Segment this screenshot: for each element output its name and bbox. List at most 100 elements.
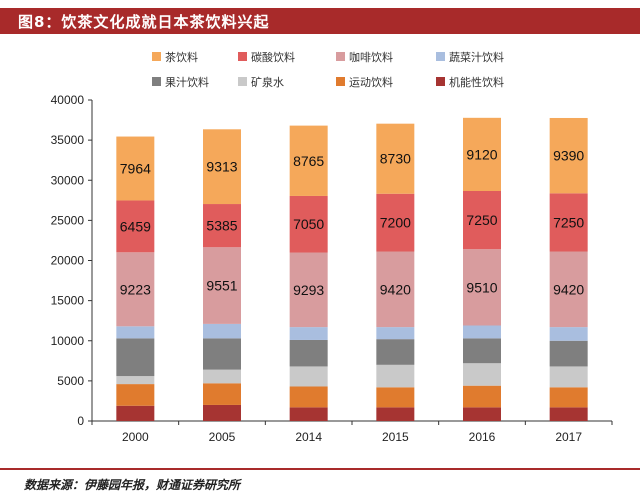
bar-segment <box>463 338 501 364</box>
legend-label: 运动饮料 <box>349 75 393 89</box>
data-label: 5385 <box>206 218 237 234</box>
data-label: 7250 <box>553 214 584 230</box>
bar-segment <box>549 340 588 367</box>
bar-segment <box>549 251 588 328</box>
y-tick-label: 20000 <box>51 254 85 268</box>
bar-segment <box>463 191 501 250</box>
bar-segment <box>463 385 501 408</box>
bar-segment <box>289 195 328 253</box>
data-label: 9551 <box>206 278 237 294</box>
bar-segment <box>549 327 588 341</box>
bar-segment <box>463 363 501 386</box>
bar-segment <box>203 204 241 248</box>
legend-label: 矿泉水 <box>251 75 284 89</box>
bar-segment <box>549 193 588 252</box>
bar-segment <box>549 117 588 194</box>
bar-segment <box>463 407 501 421</box>
bar-segment <box>203 369 241 384</box>
x-tick-label: 2016 <box>469 430 496 444</box>
bottom-rule <box>0 468 640 470</box>
data-label: 9120 <box>466 146 497 162</box>
data-label: 9223 <box>120 281 151 297</box>
bar-segment <box>289 252 328 328</box>
x-tick-label: 2015 <box>382 430 409 444</box>
figure-title: 图8：饮茶文化成就日本茶饮料兴起 <box>18 13 270 31</box>
legend-label: 机能性饮料 <box>449 75 504 89</box>
data-label: 9390 <box>553 148 584 164</box>
legend-swatch <box>436 77 445 86</box>
bar-segment <box>203 323 241 339</box>
legend-label: 碳酸饮料 <box>251 50 295 64</box>
bar-segment <box>376 364 415 388</box>
legend-swatch <box>152 52 161 61</box>
bar-segment <box>116 200 155 253</box>
data-label: 9293 <box>293 282 324 298</box>
bar-segment <box>463 117 501 192</box>
bar-segment <box>376 339 415 365</box>
data-label: 7050 <box>293 216 324 232</box>
bar-segment <box>289 366 328 387</box>
y-tick-label: 40000 <box>51 93 85 107</box>
bar-segment <box>289 125 328 196</box>
y-tick-label: 30000 <box>51 173 85 187</box>
legend-swatch <box>152 77 161 86</box>
y-tick-label: 0 <box>77 414 84 428</box>
x-tick-label: 2014 <box>295 430 322 444</box>
y-tick-label: 15000 <box>51 294 85 308</box>
bar-segment <box>116 136 155 201</box>
bar-segment <box>463 249 501 326</box>
data-label: 7250 <box>466 212 497 228</box>
bar-segment <box>376 251 415 328</box>
legend-swatch <box>238 52 247 61</box>
bar-segment <box>289 386 328 408</box>
figure-title-bar: 图8：饮茶文化成就日本茶饮料兴起 <box>0 8 640 34</box>
bar-segment <box>289 407 328 421</box>
legend-swatch <box>336 52 345 61</box>
bar-segment <box>203 383 241 405</box>
x-tick-label: 2017 <box>555 430 582 444</box>
bar-segment <box>203 404 241 421</box>
y-tick-label: 35000 <box>51 133 85 147</box>
data-label: 8765 <box>293 153 324 169</box>
legend-label: 茶饮料 <box>165 50 198 64</box>
x-tick-label: 2005 <box>209 430 236 444</box>
bar-segment <box>289 339 328 367</box>
bar-segment <box>203 338 241 370</box>
bar-segment <box>549 387 588 408</box>
y-tick-label: 25000 <box>51 213 85 227</box>
x-tick-label: 2000 <box>122 430 149 444</box>
y-tick-label: 10000 <box>51 334 85 348</box>
bar-segment <box>116 252 155 327</box>
data-label: 9313 <box>206 159 237 175</box>
legend-label: 果汁饮料 <box>165 75 209 89</box>
bar-segment <box>116 326 155 339</box>
bar-segment <box>289 327 328 340</box>
bar-segment <box>203 129 241 205</box>
bar-segment <box>549 407 588 421</box>
data-label: 9510 <box>466 279 497 295</box>
legend-label: 蔬菜汁饮料 <box>449 50 504 64</box>
data-label: 7964 <box>120 161 151 177</box>
bar-segment <box>549 366 588 388</box>
bar-segment <box>116 384 155 406</box>
bar-segment <box>376 407 415 421</box>
bar-segment <box>376 193 415 252</box>
legend-swatch <box>238 77 247 86</box>
bar-segment <box>116 376 155 385</box>
bar-segment <box>116 338 155 377</box>
data-label: 9420 <box>553 281 584 297</box>
bar-segment <box>376 327 415 340</box>
bar-segment <box>376 123 415 194</box>
legend-swatch <box>336 77 345 86</box>
legend-swatch <box>436 52 445 61</box>
y-tick-label: 5000 <box>57 374 84 388</box>
data-label: 6459 <box>120 218 151 234</box>
data-label: 7200 <box>380 215 411 231</box>
bar-segment <box>376 387 415 408</box>
data-label: 8730 <box>380 151 411 167</box>
bar-segment <box>463 325 501 339</box>
legend-label: 咖啡饮料 <box>349 50 393 64</box>
bar-segment <box>116 405 155 421</box>
bar-segment <box>203 247 241 324</box>
